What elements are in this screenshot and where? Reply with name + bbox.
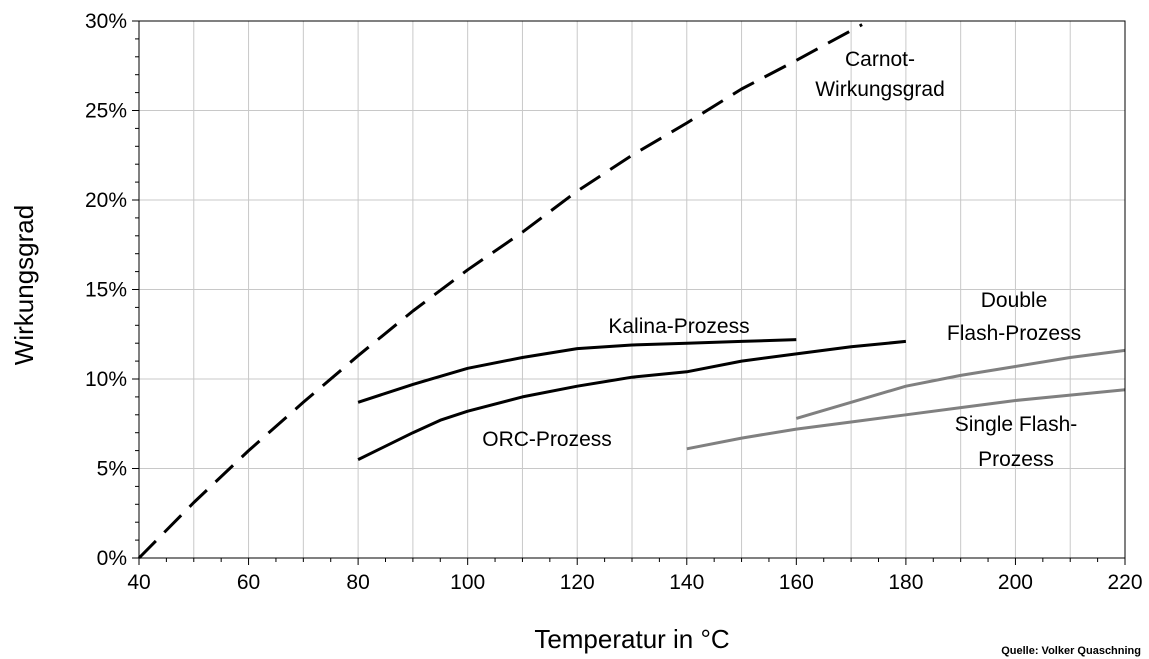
series-label-orc: ORC-Prozess: [482, 428, 612, 451]
y-tick-label: 0%: [97, 547, 127, 570]
source-credit: Quelle: Volker Quaschning: [1001, 645, 1141, 657]
x-tick-label: 40: [127, 571, 150, 594]
x-tick-label: 100: [450, 571, 485, 594]
series-lines: [137, 23, 1126, 560]
y-tick-label: 25%: [85, 100, 127, 123]
x-tick-label: 160: [779, 571, 814, 594]
x-tick-label: 220: [1107, 571, 1142, 594]
series-label-double_flash: Flash-Prozess: [947, 322, 1081, 345]
series-label-double_flash: Double: [981, 289, 1048, 312]
x-axis-title: Temperatur in °C: [534, 624, 729, 654]
y-tick-label: 20%: [85, 189, 127, 212]
minor-ticks: [132, 20, 1126, 565]
x-tick-label: 180: [888, 571, 923, 594]
series-line-single_flash: [686, 388, 1126, 451]
y-tick-label: 30%: [85, 10, 127, 33]
series-label-single_flash: Single Flash-: [955, 413, 1078, 436]
x-tick-label: 60: [237, 571, 260, 594]
gridlines: [139, 21, 1125, 558]
y-tick-labels: 0% 5% 10% 15% 20% 25% 30%: [85, 10, 127, 570]
series-label-kalina: Kalina-Prozess: [608, 315, 749, 338]
series-label-carnot: Carnot-: [845, 48, 915, 71]
series-line-carnot: [137, 23, 863, 560]
y-tick-label: 15%: [85, 279, 127, 302]
series-label-single_flash: Prozess: [978, 448, 1054, 471]
series-line-orc: [357, 339, 907, 461]
series-annotations: Carnot- Wirkungsgrad Kalina-Prozess ORC-Pro…: [482, 48, 1081, 471]
x-tick-labels: 40 60 80 100 120 140 160 180 200 220: [127, 571, 1142, 594]
y-axis-title: Wirkungsgrad: [9, 205, 39, 365]
plot-frame: [138, 20, 1126, 559]
y-tick-label: 10%: [85, 368, 127, 391]
y-tick-label: 5%: [97, 458, 127, 481]
series-label-carnot: Wirkungsgrad: [815, 78, 945, 101]
x-tick-label: 200: [998, 571, 1033, 594]
x-tick-label: 80: [346, 571, 369, 594]
x-tick-label: 120: [560, 571, 595, 594]
series-line-kalina: [357, 338, 797, 404]
series-line-double_flash: [795, 348, 1126, 420]
x-tick-label: 140: [669, 571, 704, 594]
